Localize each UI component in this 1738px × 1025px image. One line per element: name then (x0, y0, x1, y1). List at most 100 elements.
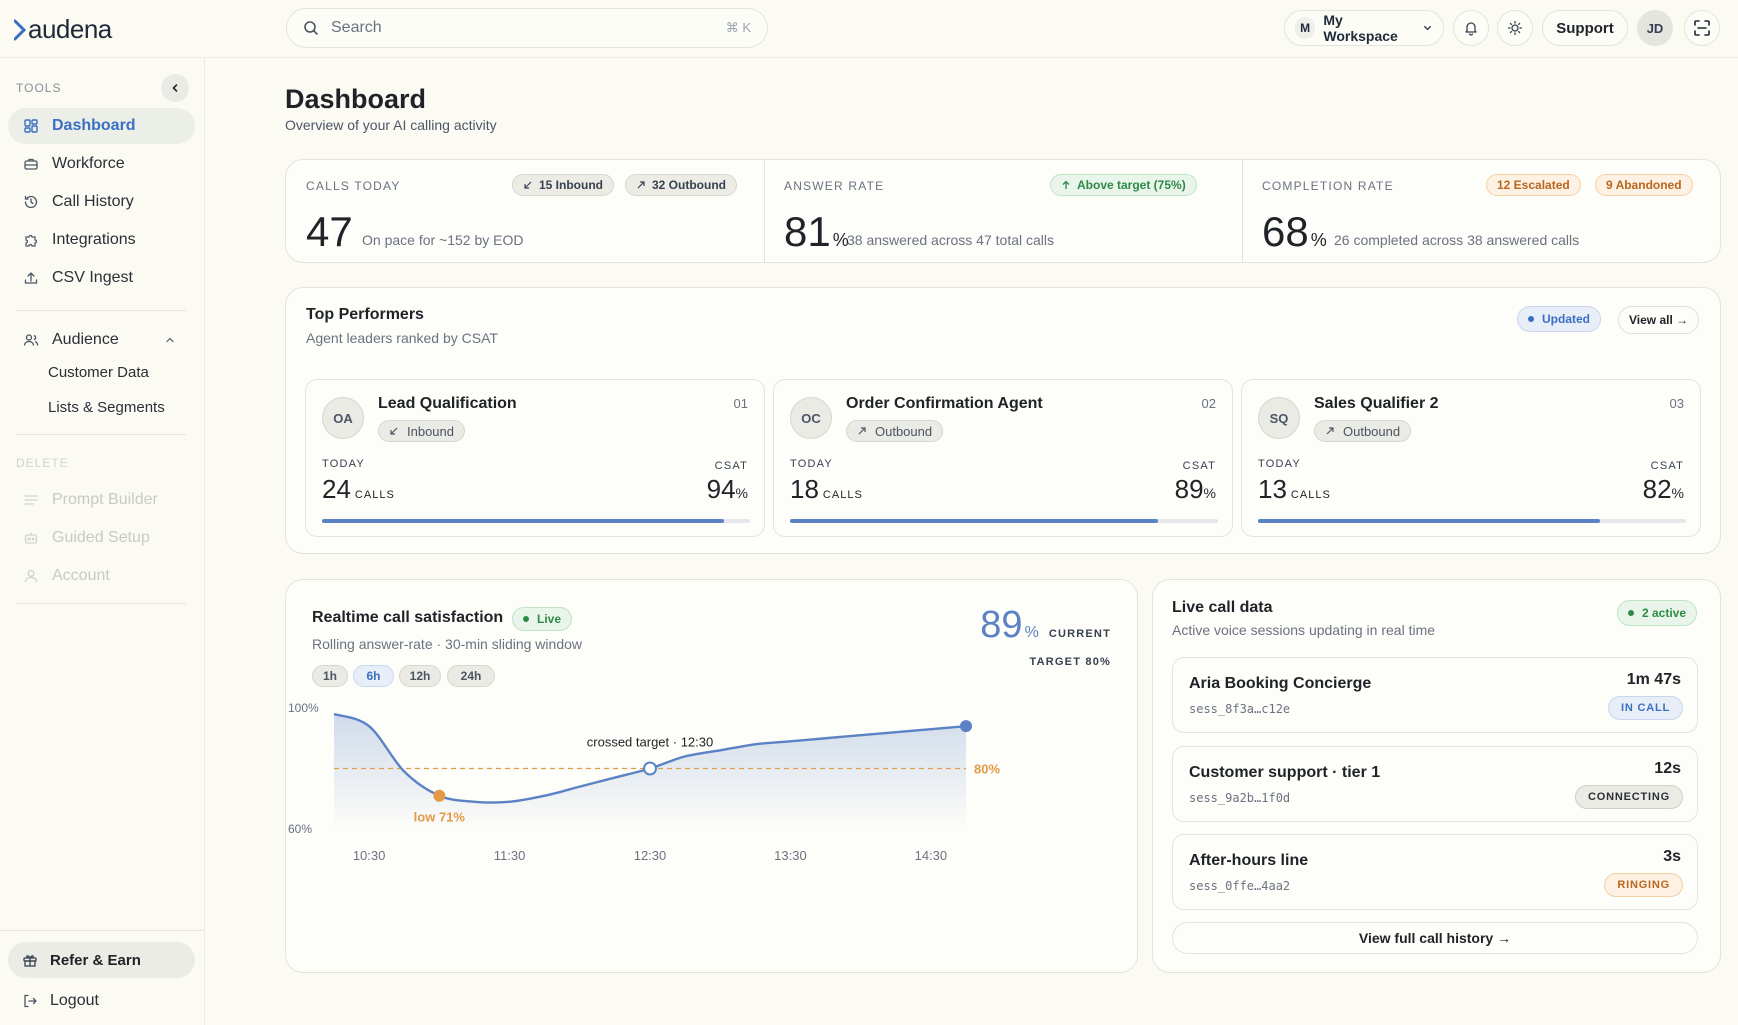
csat-number: 82 (1642, 474, 1672, 504)
calls-today-stat: CALLS TODAY 15 Inbound 32 Outbound 47 On… (286, 160, 764, 262)
nav-dashboard-label: Dashboard (52, 117, 136, 134)
arrow-up-right-icon (1326, 427, 1334, 435)
csat-value: 89% (1175, 474, 1216, 505)
agent-avatar: OA (322, 397, 364, 439)
range-chip-6h[interactable]: 6h (353, 665, 394, 687)
agent-name: Order Confirmation Agent (846, 395, 1043, 412)
low-annotation-label: low 71% (414, 810, 466, 825)
scan-icon (1694, 20, 1710, 36)
search-placeholder: Search (331, 19, 382, 36)
csat-value: 94% (707, 474, 748, 505)
stat-divider (764, 160, 765, 262)
nav-guided-setup: Guided Setup (8, 520, 195, 556)
nav-account: Account (8, 558, 195, 594)
crossing-point-marker (643, 761, 657, 776)
calls-number: 24 (322, 474, 351, 504)
arrow-up-right-icon (637, 181, 645, 189)
brand-logo[interactable]: audena (14, 14, 112, 45)
session-name: After-hours line (1189, 852, 1309, 869)
csat-unit: % (1671, 485, 1684, 501)
view-all-button[interactable]: View all → (1618, 306, 1700, 334)
inbound-count: 15 Inbound (539, 178, 603, 192)
top-bar: audena Search ⌘ K M My Workspace Support… (0, 0, 1738, 58)
csat-value: 82% (1643, 474, 1684, 505)
csat-unit: % (1203, 485, 1216, 501)
x-tick-label: 12:30 (634, 848, 667, 863)
sun-icon (1507, 20, 1523, 36)
top-performers-subtitle: Agent leaders ranked by CSAT (306, 330, 498, 346)
delete-section-label: DELETE (16, 456, 69, 470)
nav-lists-segments[interactable]: Lists & Segments (48, 399, 165, 416)
above-target-label: Above target (75%) (1077, 178, 1186, 192)
range-chip-1h[interactable]: 1h (312, 665, 348, 687)
calls-unit: CALLS (354, 489, 395, 501)
top-performers-title: Top Performers (306, 306, 424, 323)
nav-call-history[interactable]: Call History (8, 184, 195, 220)
logout-button[interactable]: Logout (22, 992, 99, 1010)
nav-integrations-label: Integrations (52, 231, 136, 248)
nav-csv-ingest[interactable]: CSV Ingest (8, 260, 195, 296)
csat-label: CSAT (714, 460, 748, 472)
current-value: 89 % CURRENT (980, 604, 1111, 647)
view-call-history-button[interactable]: View full call history → (1172, 922, 1698, 954)
satisfaction-title: Realtime call satisfaction (312, 609, 504, 626)
target-value-label: 80% (974, 762, 1000, 777)
nav-dashboard[interactable]: Dashboard (8, 108, 195, 144)
agent-rank: 02 (1201, 396, 1216, 411)
range-chip-24h[interactable]: 24h (447, 665, 495, 687)
performer-card[interactable]: OC Order Confirmation Agent 02 Outbound … (773, 379, 1233, 537)
session-row[interactable]: After-hours line sess_0ffe…4aa2 3s RINGI… (1172, 834, 1698, 910)
user-avatar[interactable]: JD (1637, 10, 1673, 46)
workspace-name: My Workspace (1323, 12, 1398, 44)
arrow-down-left-icon (524, 181, 532, 189)
theme-toggle-button[interactable] (1497, 10, 1533, 46)
nav-csv-ingest-label: CSV Ingest (52, 269, 133, 286)
calls-today-sub: On pace for ~152 by EOD (362, 232, 524, 248)
updated-label: Updated (1542, 312, 1590, 326)
chevron-left-icon (172, 84, 178, 92)
sidebar-divider (16, 603, 186, 604)
csat-number: 94 (706, 474, 736, 504)
session-id: sess_8f3a…c12e (1189, 702, 1291, 716)
refer-earn-button[interactable]: Refer & Earn (8, 942, 195, 978)
csat-progress-track (790, 519, 1218, 523)
latest-point-marker (960, 720, 972, 733)
calls-number: 13 (1258, 474, 1287, 504)
calls-number: 18 (790, 474, 819, 504)
support-button[interactable]: Support (1542, 10, 1628, 46)
direction-label: Inbound (407, 423, 454, 439)
chevron-up-icon (166, 337, 174, 343)
users-icon (22, 331, 40, 349)
session-row[interactable]: Customer support · tier 1 sess_9a2b…1f0d… (1172, 746, 1698, 822)
low-point-marker (433, 789, 446, 802)
session-row[interactable]: Aria Booking Concierge sess_8f3a…c12e 1m… (1172, 657, 1698, 733)
nav-call-history-label: Call History (52, 193, 134, 210)
answer-rate-label: ANSWER RATE (784, 179, 885, 193)
gift-icon (23, 955, 37, 967)
csat-progress-fill (1258, 519, 1601, 523)
outbound-badge: 32 Outbound (625, 174, 737, 196)
notifications-button[interactable] (1453, 10, 1489, 46)
x-tick-label: 14:30 (915, 848, 948, 863)
brand-name: audena (28, 14, 112, 44)
session-duration: 3s (1663, 848, 1681, 865)
nav-customer-data[interactable]: Customer Data (48, 364, 149, 381)
page-title: Dashboard (285, 84, 427, 114)
performer-card[interactable]: SQ Sales Qualifier 2 03 Outbound TODAY C… (1241, 379, 1701, 537)
agent-rank: 03 (1669, 396, 1684, 411)
search-input[interactable]: Search ⌘ K (286, 8, 768, 48)
csat-progress-track (1258, 519, 1686, 523)
range-chip-12h[interactable]: 12h (399, 665, 441, 687)
calls-value: 24 CALLS (322, 474, 395, 505)
history-icon (22, 193, 40, 211)
workspace-switcher[interactable]: M My Workspace (1284, 10, 1444, 46)
nav-audience[interactable]: Audience (8, 322, 195, 358)
nav-workforce[interactable]: Workforce (8, 146, 195, 182)
scan-button[interactable] (1684, 10, 1720, 46)
inbound-badge: 15 Inbound (512, 174, 614, 196)
nav-integrations[interactable]: Integrations (8, 222, 195, 258)
logo-mark-icon (14, 19, 26, 40)
collapse-sidebar-button[interactable] (161, 74, 189, 102)
performer-card[interactable]: OA Lead Qualification 01 Inbound TODAY C… (305, 379, 765, 537)
calls-unit: CALLS (822, 489, 863, 501)
